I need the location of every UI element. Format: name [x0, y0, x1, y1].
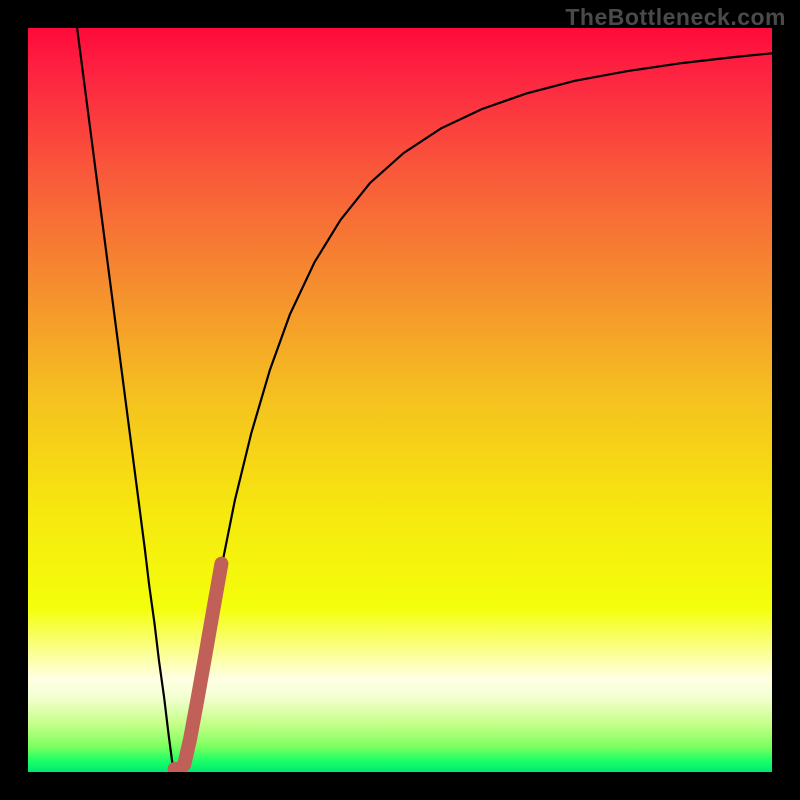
bottleneck-curve	[77, 28, 772, 770]
chart-frame: TheBottleneck.com	[0, 0, 800, 800]
highlight-segment	[175, 564, 222, 770]
plot-area	[28, 28, 772, 772]
curve-layer	[28, 28, 772, 772]
watermark-text: TheBottleneck.com	[565, 4, 786, 31]
